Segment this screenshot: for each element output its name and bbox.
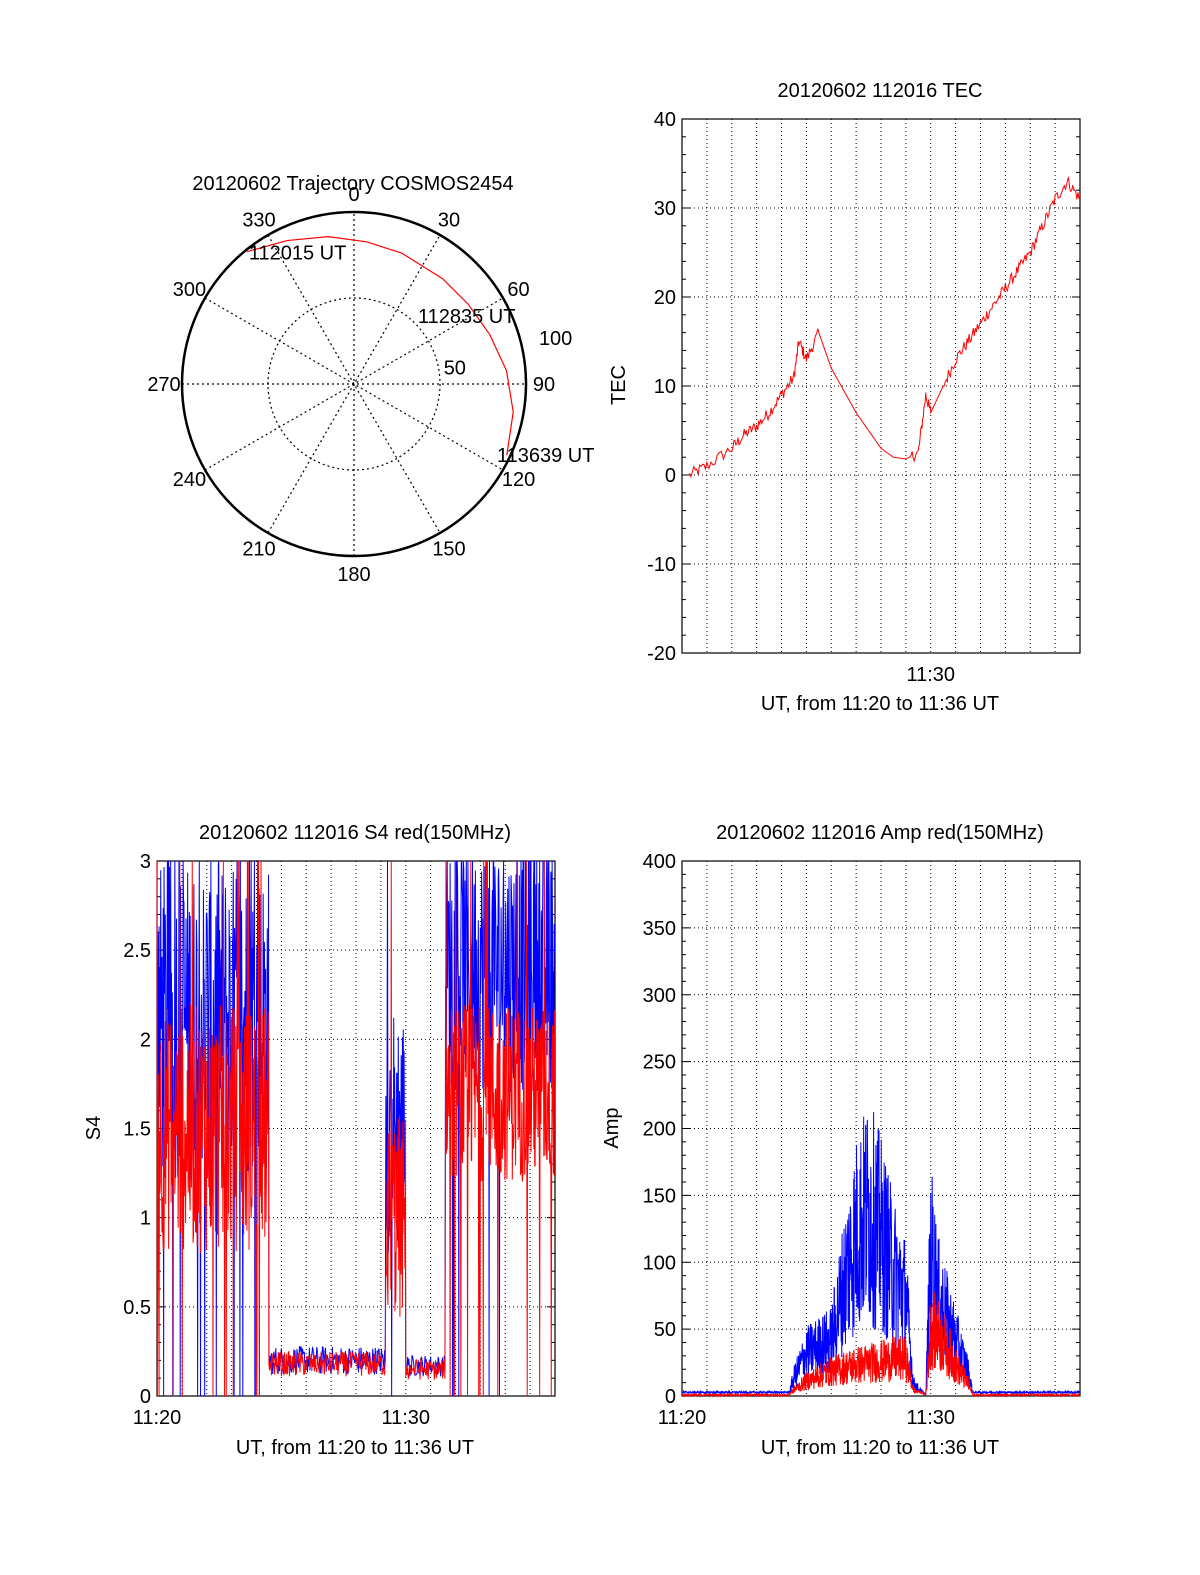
polar-grid	[180, 210, 528, 558]
tec-chart: 20120602 112016 TEC TEC UT, from 11:20 t…	[608, 80, 1081, 715]
s4-plot-area: 0 0.5 1 1.5 2 2.5 3 11:20 11:30	[123, 851, 556, 1429]
polar-angle-label: 180	[337, 564, 370, 586]
amp-title: 20120602 112016 Amp red(150MHz)	[716, 822, 1044, 844]
polar-angle-label: 90	[533, 374, 555, 396]
trajectory-time-label: 112015 UT	[249, 243, 346, 265]
x-tick-label: 11:20	[658, 1407, 707, 1429]
y-tick-label: -20	[647, 643, 676, 665]
y-tick-label: 400	[643, 851, 676, 873]
polar-angle-label: 0	[348, 184, 359, 206]
y-tick-label: -10	[647, 554, 676, 576]
amp-plot-area: 0 50 100 150 200 250 300 350 400 11:20 11:30	[643, 851, 1081, 1429]
polar-trajectory: 112015 UT 112835 UT 113639 UT	[246, 236, 594, 467]
tec-ylabel: TEC	[608, 365, 630, 405]
polar-angle-label: 330	[242, 209, 275, 231]
y-tick-label: 1	[140, 1208, 151, 1230]
amp-series-red	[681, 1292, 1081, 1398]
x-tick-label: 11:20	[133, 1407, 182, 1429]
polar-trajectory-chart: 20120602 Trajectory COSMOS2454 0 30 60 90 12…	[147, 173, 594, 586]
polar-angle-labels: 0 30 60 90 120 150 180 210 240 270 300 330	[147, 184, 555, 586]
polar-angle-label: 300	[173, 279, 206, 301]
y-tick-label: 150	[643, 1185, 676, 1207]
trajectory-time-label: 112835 UT	[418, 306, 515, 328]
polar-grid-circle	[267, 297, 441, 471]
y-tick-label: 2.5	[123, 940, 151, 962]
y-tick-label: 2	[140, 1029, 151, 1051]
y-tick-label: 250	[643, 1052, 676, 1074]
s4-xlabel: UT, from 11:20 to 11:36 UT	[236, 1437, 474, 1459]
y-tick-label: 200	[643, 1119, 676, 1141]
plot-frame	[681, 860, 1081, 1397]
plot-frame	[681, 118, 1081, 654]
trajectory-time-label: 113639 UT	[497, 445, 594, 467]
polar-angle-label: 210	[242, 539, 275, 561]
polar-angle-label: 60	[507, 279, 529, 301]
tec-xlabel: UT, from 11:20 to 11:36 UT	[761, 693, 999, 715]
tec-series-line	[688, 175, 1081, 479]
y-tick-label: 300	[643, 985, 676, 1007]
polar-radial-labels: 50 100	[444, 328, 573, 379]
polar-angle-label: 120	[502, 469, 535, 491]
polar-radial-label: 100	[539, 328, 572, 350]
polar-angle-label: 30	[438, 209, 460, 231]
s4-ylabel: S4	[83, 1116, 105, 1140]
tec-title: 20120602 112016 TEC	[778, 80, 983, 102]
y-tick-label: 10	[654, 376, 676, 398]
polar-title: 20120602 Trajectory COSMOS2454	[192, 173, 513, 195]
y-tick-label: 0	[140, 1386, 151, 1408]
y-tick-label: 0.5	[123, 1297, 151, 1319]
y-tick-label: 3	[140, 851, 151, 873]
y-tick-label: 100	[643, 1252, 676, 1274]
x-tick-label: 11:30	[906, 664, 955, 686]
x-tick-label: 11:30	[906, 1407, 955, 1429]
y-tick-label: 20	[654, 287, 676, 309]
polar-angle-label: 150	[432, 539, 465, 561]
y-tick-label: 1.5	[123, 1119, 151, 1141]
polar-radial-label: 50	[444, 358, 466, 380]
amp-series-blue	[681, 1112, 1081, 1396]
amp-xlabel: UT, from 11:20 to 11:36 UT	[761, 1437, 999, 1459]
s4-chart: 20120602 112016 S4 red(150MHz) S4 UT, fr…	[83, 822, 556, 1459]
y-tick-label: 0	[665, 1386, 676, 1408]
s4-title: 20120602 112016 S4 red(150MHz)	[199, 822, 511, 844]
y-tick-label: 50	[654, 1319, 676, 1341]
polar-angle-label: 270	[147, 374, 180, 396]
tec-plot-area: -20 -10 0 10 20 30 40 11:30	[647, 109, 1081, 686]
y-tick-label: 40	[654, 109, 676, 131]
y-tick-label: 30	[654, 198, 676, 220]
trajectory-line	[246, 236, 514, 456]
amp-chart: 20120602 112016 Amp red(150MHz) Amp UT, …	[601, 822, 1081, 1459]
amp-ylabel: Amp	[601, 1107, 623, 1148]
s4-series-red	[156, 860, 556, 1397]
y-tick-label: 350	[643, 918, 676, 940]
x-tick-label: 11:30	[381, 1407, 430, 1429]
y-tick-label: 0	[665, 465, 676, 487]
polar-angle-label: 240	[173, 469, 206, 491]
polar-spoke	[267, 234, 441, 534]
